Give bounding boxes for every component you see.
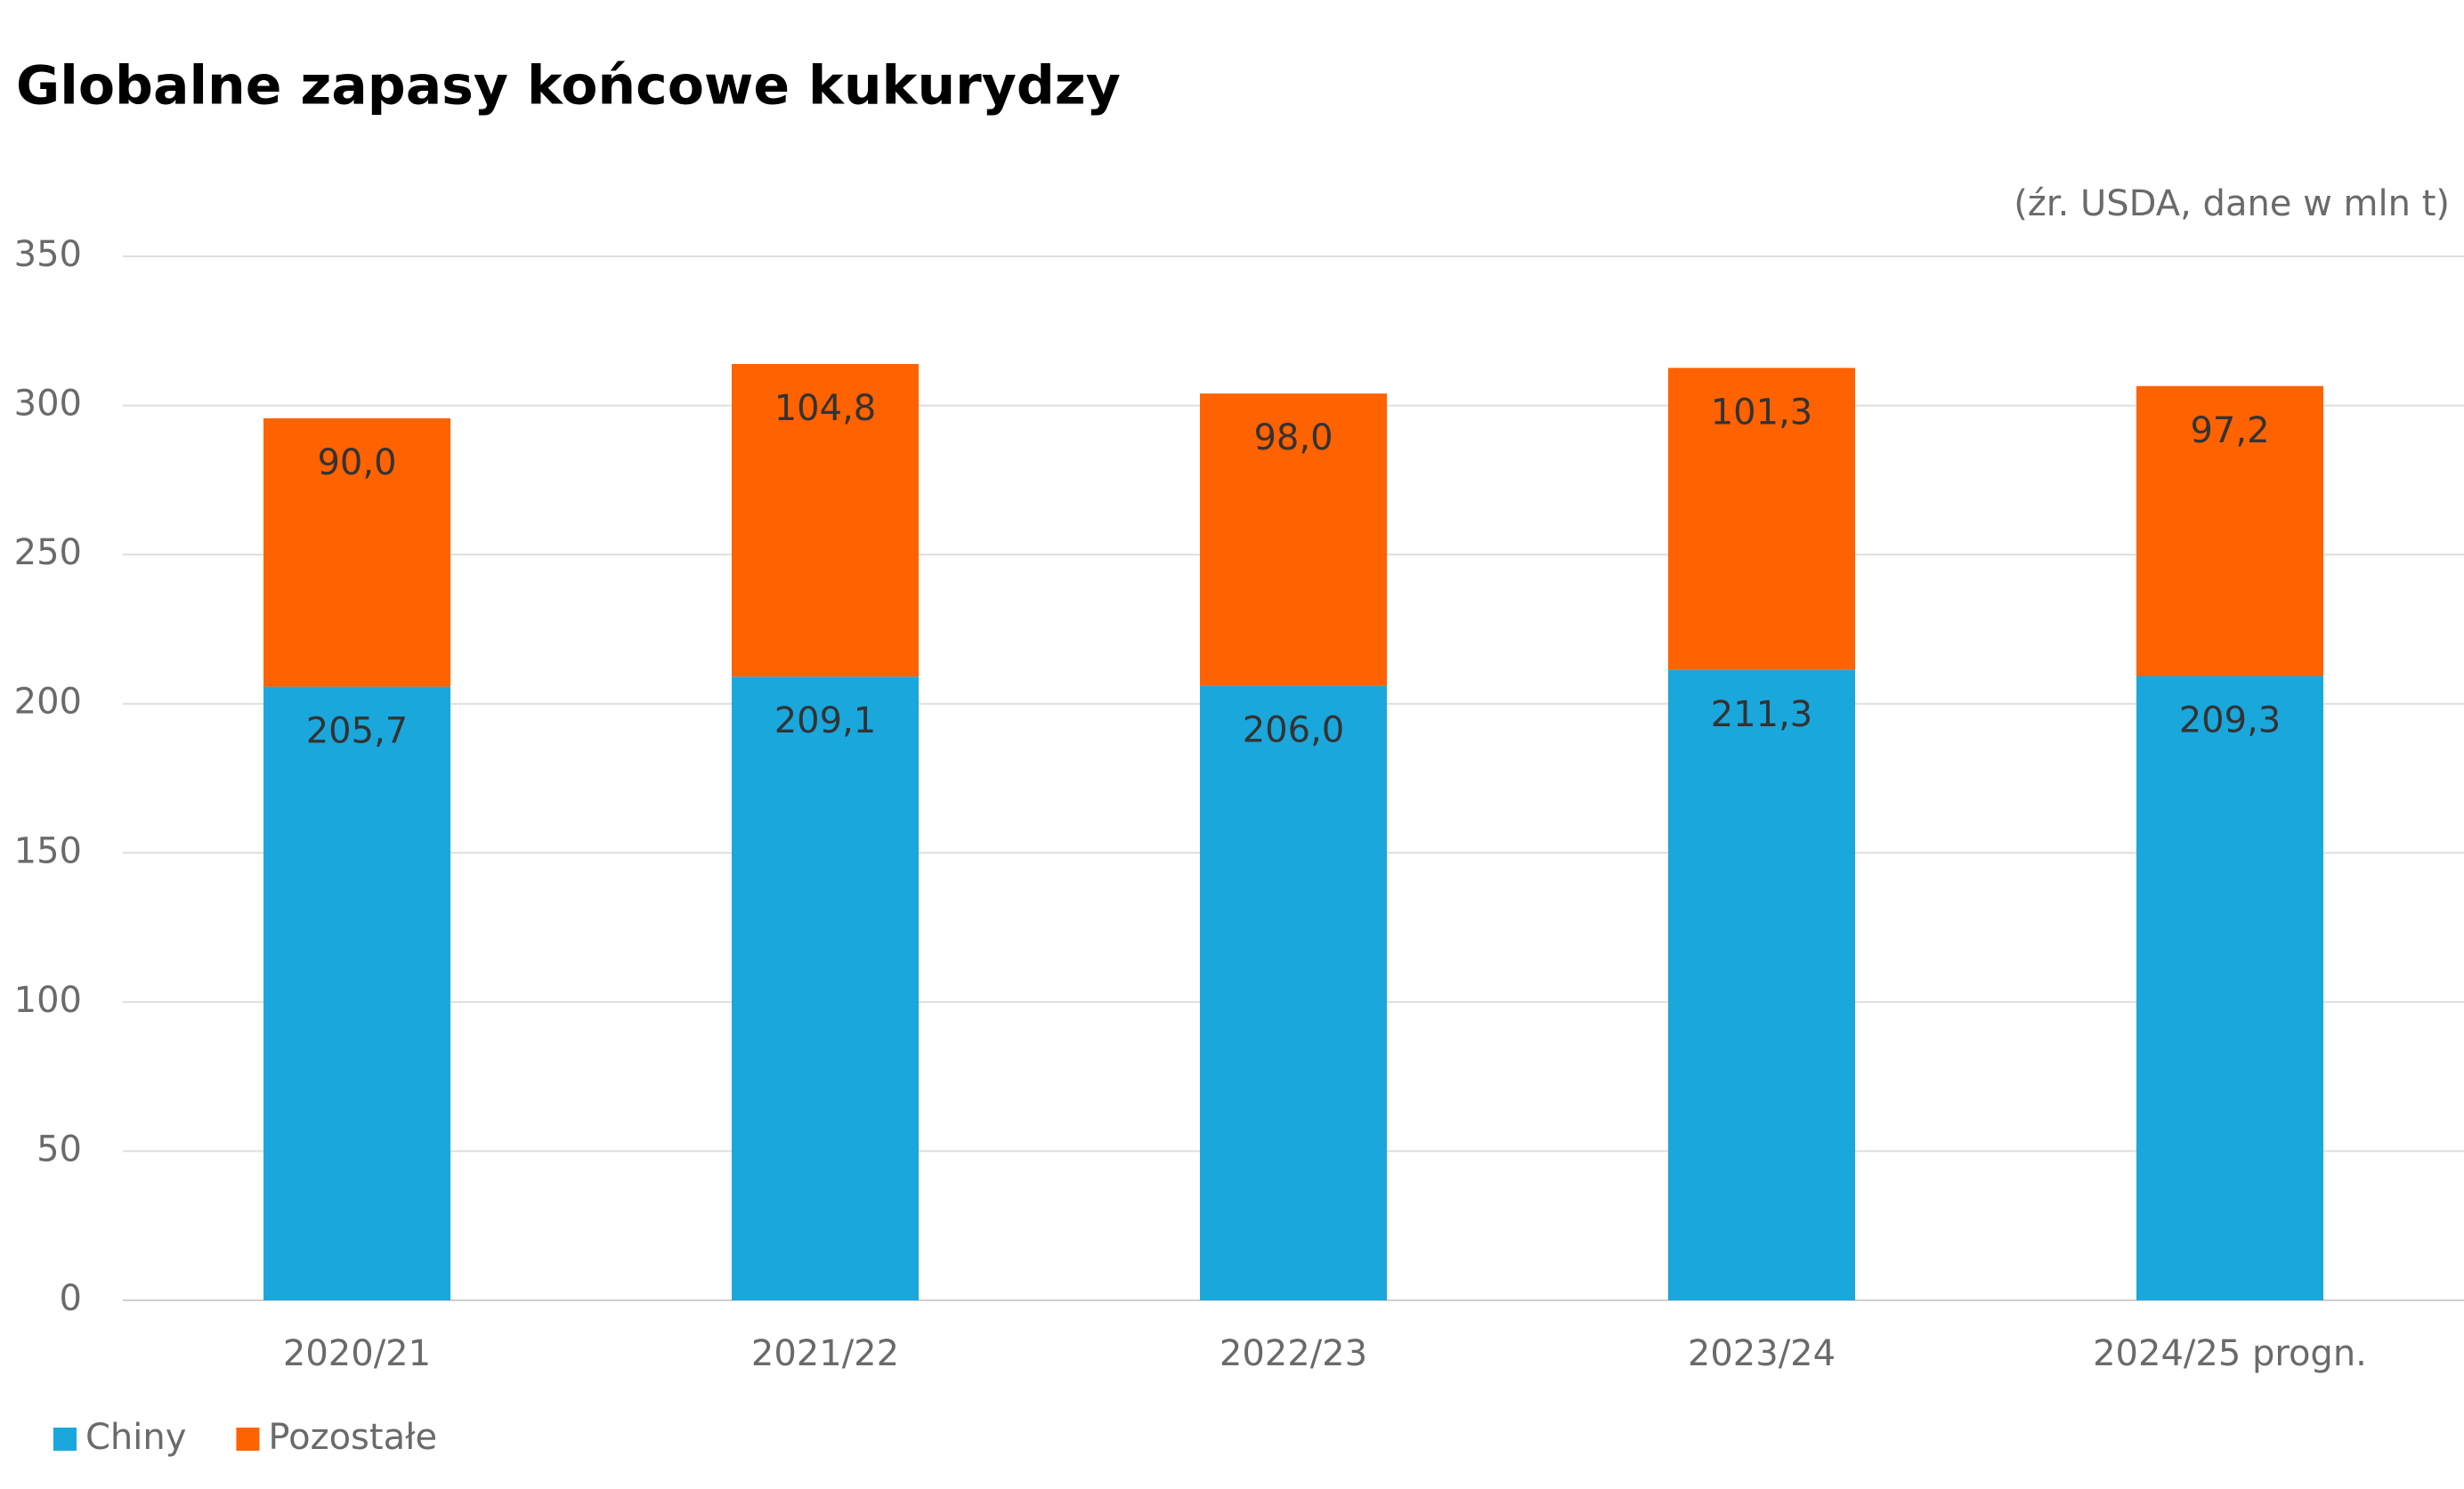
bar-segment [732, 676, 919, 1300]
bar-segment [263, 417, 450, 687]
bar-segment [263, 686, 450, 1300]
legend-swatch [53, 1428, 77, 1451]
source-note: (źr. USDA, dane w mln t) [2014, 183, 2450, 224]
data-label: 97,2 [2190, 410, 2269, 451]
data-label: 104,8 [774, 388, 877, 429]
y-tick-label: 150 [14, 830, 82, 871]
y-tick-label: 350 [14, 234, 82, 275]
y-tick-label: 200 [14, 682, 82, 723]
bar-segment [2136, 385, 2323, 676]
bar-segment [1200, 685, 1387, 1300]
x-tick-label: 2020/21 [283, 1333, 431, 1374]
y-tick-label: 0 [60, 1278, 82, 1319]
bar-segment [1200, 393, 1387, 686]
chart-title: Globalne zapasy końcowe kukurydzy [16, 55, 1121, 117]
data-label: 209,3 [2179, 700, 2282, 741]
bar-segment [2136, 676, 2323, 1300]
bar-segment [732, 363, 919, 677]
data-label: 90,0 [317, 442, 396, 483]
data-label: 101,3 [1711, 392, 1813, 433]
y-tick-label: 100 [14, 980, 82, 1021]
data-label: 209,1 [774, 700, 877, 741]
data-label: 211,3 [1711, 694, 1813, 735]
x-tick-label: 2023/24 [1688, 1333, 1836, 1374]
x-tick-label: 2024/25 progn. [2093, 1333, 2367, 1374]
data-label: 206,0 [1243, 710, 1345, 751]
legend-swatch [236, 1428, 260, 1451]
legend-label: Chiny [85, 1417, 186, 1458]
data-label: 98,0 [1253, 417, 1333, 458]
x-tick-label: 2022/23 [1220, 1333, 1367, 1374]
data-label: 205,7 [306, 711, 409, 752]
y-tick-label: 250 [14, 532, 82, 573]
x-tick-label: 2021/22 [751, 1333, 899, 1374]
y-tick-label: 50 [36, 1129, 82, 1169]
bar-segment [1668, 669, 1855, 1300]
bar-segment [1668, 368, 1855, 670]
legend-label: Pozostałe [268, 1417, 437, 1458]
y-tick-label: 300 [14, 384, 82, 425]
